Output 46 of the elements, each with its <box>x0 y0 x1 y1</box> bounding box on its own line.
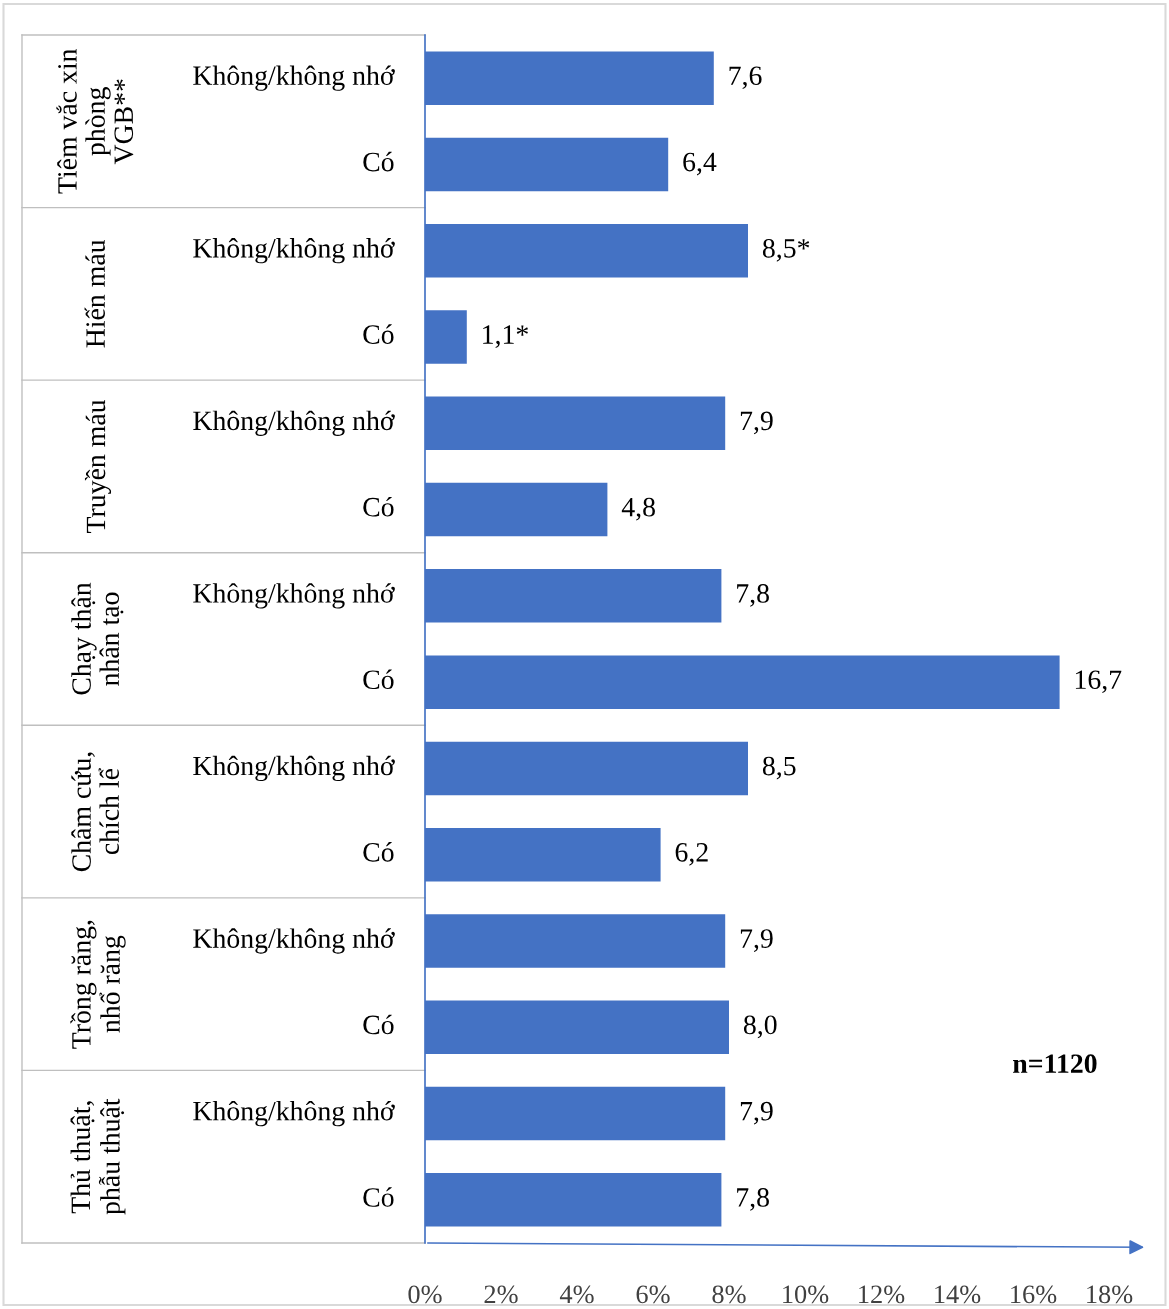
text: Châm cứu, chích lể <box>71 752 119 872</box>
data-label: 8,0 <box>743 1015 777 1039</box>
y-tick-label: Không/không nhớ <box>193 755 395 782</box>
text: Thủ thuật, phẫu thuật <box>70 1098 126 1215</box>
data-label: 7,9 <box>740 1101 773 1125</box>
annotation: n=1120 <box>1013 1054 1097 1074</box>
text: Chạy thận nhân tạo <box>71 582 124 695</box>
data-label: 7,8 <box>737 1188 769 1211</box>
x-tick-label: 8% <box>712 1285 746 1304</box>
y-tick-label: Không/không nhớ <box>193 583 395 609</box>
y-tick-label: Có <box>363 151 394 172</box>
y-tick-label: Có <box>363 842 394 862</box>
y-tick-label: Không/không nhớ <box>193 410 395 436</box>
y-tick-label: Không/không nhớ <box>193 238 395 264</box>
data-label: 4,8 <box>621 497 655 521</box>
y-tick-label: Có <box>363 1014 394 1035</box>
x-tick-label: 14% <box>935 1285 981 1304</box>
data-label: 1,1* <box>483 325 528 348</box>
y-tick-label: Không/không nhớ <box>193 1100 395 1127</box>
data-label: 8,5 <box>762 756 796 780</box>
text: Hiến máu <box>84 239 105 348</box>
data-label: 7,9 <box>740 929 773 952</box>
x-tick-label: 4% <box>559 1285 594 1304</box>
data-label: 8,5* <box>762 238 810 262</box>
data-label: 16,7 <box>1075 670 1122 694</box>
text: Tiêm vắc xin phòng VGB** <box>56 48 134 194</box>
x-tick-label: 0% <box>408 1285 442 1304</box>
y-tick-label: Có <box>363 669 394 690</box>
y-tick-label: Không/không nhớ <box>193 65 395 91</box>
x-tick-label: 12% <box>859 1285 905 1304</box>
y-tick-label: Có <box>363 496 394 517</box>
data-label: 6,4 <box>683 152 717 176</box>
y-tick-label: Có <box>363 324 394 344</box>
x-tick-label: 2% <box>484 1285 518 1304</box>
text: Trồng răng, nhổ răng <box>70 920 126 1049</box>
data-label: 7,6 <box>729 66 762 90</box>
text: Truyền máu <box>84 399 112 533</box>
data-label: 7,8 <box>737 584 769 607</box>
x-tick-label: 16% <box>1011 1285 1057 1304</box>
x-tick-label: 10% <box>783 1285 829 1304</box>
data-label: 6,2 <box>675 843 708 866</box>
data-label: 7,9 <box>740 411 773 435</box>
x-tick-label: 6% <box>636 1285 670 1304</box>
y-tick-label: Có <box>363 1187 394 1207</box>
y-tick-label: Không/không nhớ <box>193 928 395 954</box>
x-tick-label: 18% <box>1087 1285 1133 1304</box>
